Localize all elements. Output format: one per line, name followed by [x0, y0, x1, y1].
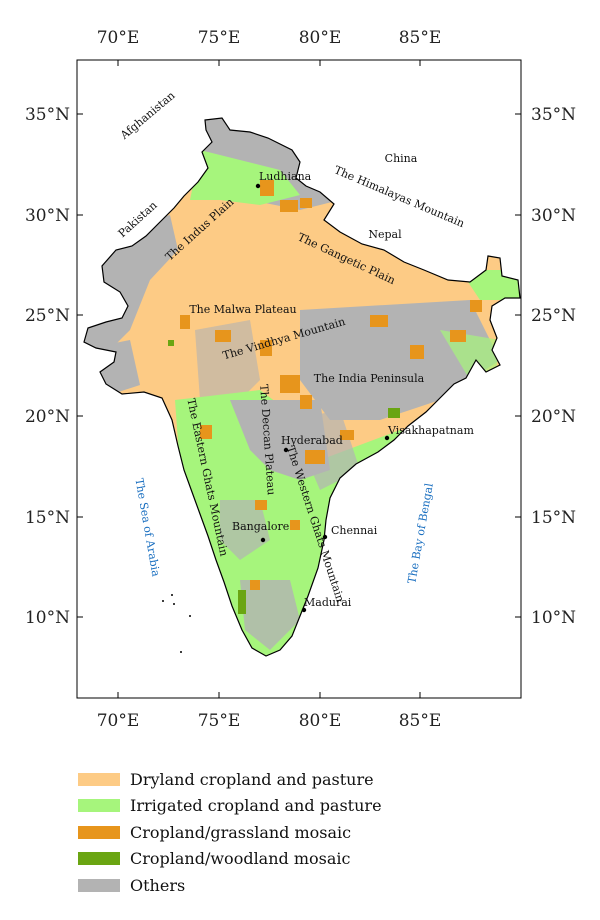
- woodland-patch: [388, 408, 400, 418]
- city-label-ludhiana: Ludhiana: [259, 170, 312, 183]
- label-bay-of-bengal: The Bay of Bengal: [405, 482, 436, 585]
- karnataka-others-zone: [220, 500, 270, 560]
- island-dot: [162, 600, 164, 602]
- legend-swatch-others: [78, 878, 120, 892]
- y-tick-right-20: 20°N: [531, 407, 576, 427]
- mosaic-patch: [290, 520, 300, 530]
- legend-label-others: Others: [130, 875, 186, 895]
- x-tick-top-85: 85°E: [399, 28, 442, 48]
- y-tick-left-35: 35°N: [25, 105, 70, 125]
- city-dot-ludhiana: [255, 183, 261, 189]
- x-tick-top-80: 80°E: [299, 28, 342, 48]
- x-tick-bottom-70: 70°E: [97, 711, 140, 731]
- woodland-patch: [168, 340, 174, 346]
- mosaic-patch: [450, 330, 466, 342]
- mosaic-patch: [280, 375, 300, 393]
- legend-label-woodland-mosaic: Cropland/woodland mosaic: [130, 849, 351, 869]
- legend-swatch-dryland: [78, 772, 120, 786]
- city-dot-visakhapatnam: [384, 435, 390, 441]
- city-label-madurai: Madurai: [304, 596, 352, 609]
- legend-item-irrigated: Irrigated cropland and pasture: [78, 793, 382, 820]
- legend-swatch-irrigated: [78, 799, 120, 813]
- legend: Dryland cropland and pasture Irrigated c…: [78, 766, 382, 899]
- y-tick-right-15: 15°N: [531, 508, 576, 528]
- frame-ticks: [77, 60, 521, 698]
- mosaic-patch: [470, 300, 482, 312]
- legend-label-irrigated: Irrigated cropland and pasture: [130, 796, 382, 816]
- mosaic-patch: [300, 198, 312, 208]
- south-others-zone: [240, 580, 300, 650]
- mosaic-patch: [280, 200, 298, 212]
- x-tick-top-70: 70°E: [97, 28, 140, 48]
- label-malwa-plateau: The Malwa Plateau: [189, 303, 296, 316]
- city-dot-hyderabad: [283, 447, 289, 453]
- city-label-hyderabad: Hyderabad: [281, 434, 343, 447]
- island-dot: [173, 603, 175, 605]
- mosaic-patch: [370, 315, 388, 327]
- y-tick-left-10: 10°N: [25, 608, 70, 628]
- mosaic-patch: [180, 315, 190, 329]
- y-tick-left-30: 30°N: [25, 206, 70, 226]
- mosaic-patch: [305, 450, 325, 464]
- y-tick-right-25: 25°N: [531, 306, 576, 326]
- x-tick-bottom-85: 85°E: [399, 711, 442, 731]
- y-tick-right-35: 35°N: [531, 105, 576, 125]
- island-dot: [189, 615, 191, 617]
- cropland-grassland-patches: [180, 180, 482, 590]
- legend-item-grassland-mosaic: Cropland/grassland mosaic: [78, 819, 382, 846]
- label-nepal: Nepal: [368, 228, 402, 241]
- mosaic-patch: [215, 330, 231, 342]
- x-tick-bottom-80: 80°E: [299, 711, 342, 731]
- cropland-woodland-patches: [168, 340, 400, 614]
- lakshadweep-islands: [162, 594, 191, 653]
- map-frame: [76, 59, 522, 699]
- legend-item-woodland-mosaic: Cropland/woodland mosaic: [78, 846, 382, 873]
- mosaic-patch: [200, 425, 212, 439]
- x-tick-top-75: 75°E: [198, 28, 241, 48]
- mosaic-patch: [250, 580, 260, 590]
- y-tick-left-25: 25°N: [25, 306, 70, 326]
- legend-swatch-grassland-mosaic: [78, 825, 120, 839]
- city-label-bangalore: Bangalore: [232, 520, 289, 533]
- mosaic-patch: [260, 340, 272, 356]
- legend-item-others: Others: [78, 872, 382, 899]
- city-label-chennai: Chennai: [331, 524, 378, 537]
- mosaic-patch: [410, 345, 424, 359]
- city-dot-bangalore: [260, 537, 266, 543]
- y-tick-left-15: 15°N: [25, 508, 70, 528]
- legend-swatch-woodland-mosaic: [78, 852, 120, 866]
- city-dot-madurai: [301, 607, 307, 613]
- label-afghanistan: Afghanistan: [117, 89, 177, 143]
- y-tick-right-10: 10°N: [531, 608, 576, 628]
- label-himalayas: The Himalayas Mountain: [332, 163, 466, 230]
- legend-label-dryland: Dryland cropland and pasture: [130, 769, 374, 789]
- mosaic-patch: [260, 180, 274, 196]
- west-central-others-zone: [195, 320, 260, 410]
- mosaic-patch: [340, 430, 354, 440]
- label-sea-of-arabia: The Sea of Arabia: [132, 477, 162, 578]
- island-dot: [180, 651, 182, 653]
- india-border: [83, 117, 521, 657]
- y-tick-left-20: 20°N: [25, 407, 70, 427]
- east-irrigated-zone: [440, 330, 500, 380]
- city-dot-chennai: [322, 534, 328, 540]
- woodland-patch: [238, 590, 246, 614]
- x-tick-bottom-75: 75°E: [198, 711, 241, 731]
- india-landmass: [84, 118, 520, 656]
- mosaic-patch: [300, 395, 312, 409]
- legend-item-dryland: Dryland cropland and pasture: [78, 766, 382, 793]
- island-dot: [171, 594, 173, 596]
- label-china: China: [385, 152, 418, 165]
- legend-label-grassland-mosaic: Cropland/grassland mosaic: [130, 822, 352, 842]
- mosaic-patch: [255, 500, 267, 510]
- label-india-peninsula: The India Peninsula: [314, 372, 425, 385]
- city-label-visakhapatnam: Visakhapatnam: [387, 424, 474, 437]
- y-tick-right-30: 30°N: [531, 206, 576, 226]
- land-use-map: 70°E 75°E 80°E 85°E 70°E 75°E 80°E 85°E …: [25, 28, 576, 731]
